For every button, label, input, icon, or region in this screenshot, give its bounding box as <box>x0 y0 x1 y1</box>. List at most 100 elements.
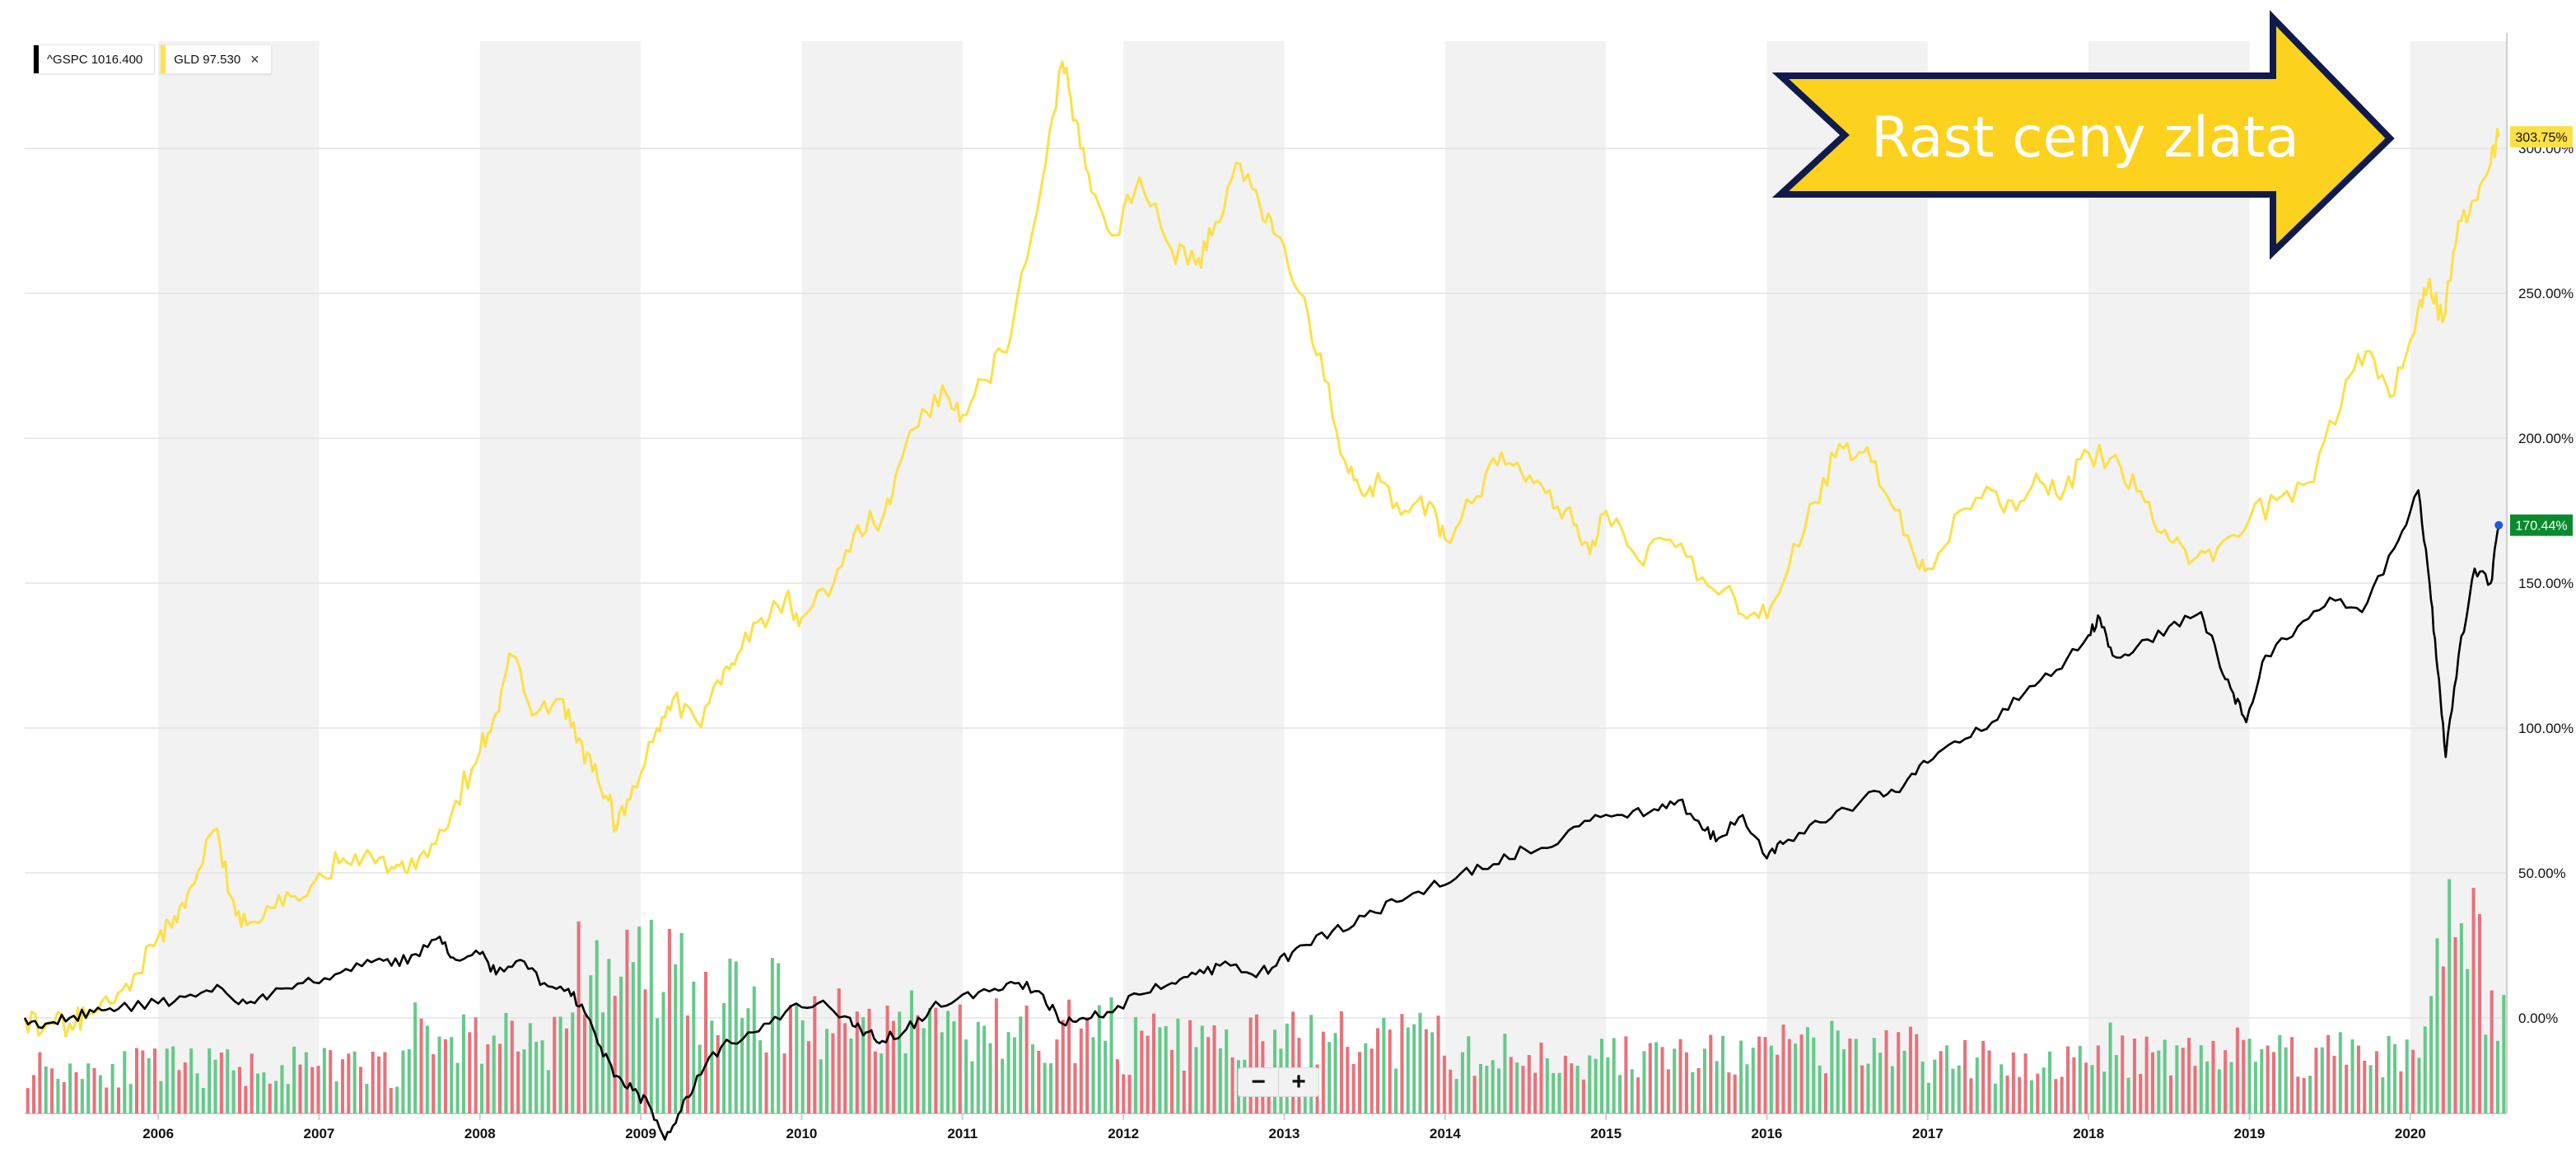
volume-bar <box>1860 1065 1864 1113</box>
volume-bar <box>1975 1057 1979 1113</box>
volume-bar <box>1012 1037 1016 1113</box>
volume-bar <box>2018 1076 2022 1113</box>
volume-bar <box>74 1071 78 1113</box>
year-band <box>1123 41 1285 1113</box>
gspc-swatch <box>34 45 39 73</box>
volume-bar <box>401 1050 405 1113</box>
volume-bar <box>1133 1016 1137 1113</box>
volume-bar <box>1908 1026 1912 1113</box>
volume-bar <box>1370 1048 1374 1113</box>
legend-item-gld[interactable]: GLD 97.530 × <box>160 44 272 74</box>
volume-bar <box>2175 1045 2179 1113</box>
volume-bar <box>1400 1014 1404 1113</box>
volume-bar <box>1006 1032 1010 1113</box>
volume-bar <box>1842 1049 1846 1113</box>
volume-bar <box>461 1014 465 1113</box>
volume-bar <box>425 1025 429 1113</box>
volume-bar <box>1472 1076 1477 1113</box>
close-icon[interactable]: × <box>250 50 259 68</box>
volume-bar <box>2308 1076 2312 1113</box>
volume-bar <box>728 958 732 1113</box>
gld-swatch <box>161 45 166 73</box>
volume-bar <box>2332 1055 2336 1113</box>
volume-bar <box>183 1062 187 1113</box>
volume-bar <box>994 998 998 1113</box>
volume-bar <box>2502 995 2506 1113</box>
volume-bar <box>2471 888 2476 1113</box>
volume-bar <box>1691 1071 1695 1113</box>
volume-bar <box>2217 1069 2221 1113</box>
volume-bar <box>631 962 635 1113</box>
volume-bar <box>1684 1052 1688 1113</box>
volume-bar <box>32 1075 36 1113</box>
volume-bar <box>2084 1062 2088 1113</box>
volume-bar <box>1709 1034 1713 1113</box>
volume-bar <box>1963 1040 1967 1113</box>
year-band <box>158 41 320 1113</box>
zoom-in-button[interactable]: + <box>1278 1068 1318 1096</box>
gld-last-value-badge: 303.75% <box>2510 126 2573 148</box>
volume-bar <box>982 1025 987 1113</box>
volume-bar <box>1805 1027 1809 1113</box>
volume-bar <box>2399 1071 2403 1113</box>
volume-bar <box>98 1075 102 1113</box>
volume-bar <box>286 1084 290 1113</box>
volume-bar <box>540 1040 544 1113</box>
volume-bar <box>2271 1052 2275 1113</box>
volume-bar <box>740 1018 744 1113</box>
volume-bar <box>1424 1029 1428 1113</box>
volume-bar <box>770 958 774 1113</box>
volume-bar <box>2242 1039 2246 1113</box>
volume-bar <box>250 1053 254 1113</box>
volume-bar <box>674 964 678 1113</box>
volume-bar <box>2260 1048 2264 1113</box>
volume-bar <box>1757 1036 1762 1113</box>
volume-bar <box>1200 1025 1204 1113</box>
volume-bar <box>2266 1045 2270 1113</box>
volume-bar <box>128 1084 133 1113</box>
volume-bar <box>443 1039 447 1113</box>
volume-bar <box>946 1011 950 1113</box>
volume-bar <box>134 1048 139 1113</box>
volume-bar <box>498 1043 502 1113</box>
volume-bar <box>1673 1048 1677 1113</box>
legend-item-gspc[interactable]: ^GSPC 1016.400 <box>33 44 156 74</box>
volume-bar <box>716 1034 720 1113</box>
volume-bar <box>1642 1051 1646 1113</box>
zoom-out-button[interactable]: − <box>1251 1068 1266 1095</box>
volume-bar <box>1346 1047 1350 1113</box>
volume-bar <box>849 1039 853 1113</box>
volume-bar <box>2157 1050 2161 1113</box>
year-band <box>801 41 963 1113</box>
volume-bar <box>1140 1030 1144 1113</box>
volume-bar <box>891 1020 895 1113</box>
volume-bar <box>1915 1034 1919 1113</box>
x-tick-label: 2017 <box>1912 1126 1944 1141</box>
volume-bar <box>964 1039 968 1113</box>
volume-bar <box>2495 1040 2499 1113</box>
volume-bar <box>855 1011 859 1113</box>
volume-bar <box>2090 1065 2094 1113</box>
volume-bar <box>80 1079 84 1113</box>
volume-bar <box>2423 1026 2427 1113</box>
volume-bar <box>2066 1046 2070 1113</box>
volume-bar <box>213 1059 217 1113</box>
x-tick-label: 2018 <box>2073 1126 2104 1141</box>
gspc-end-marker <box>2494 520 2504 530</box>
volume-bar <box>1170 1049 1174 1113</box>
volume-bar <box>1357 1052 1361 1113</box>
volume-bar <box>698 1044 702 1113</box>
volume-bar <box>1702 1048 1706 1113</box>
volume-bar <box>1727 1072 1731 1113</box>
year-band <box>1444 41 1607 1113</box>
volume-bar <box>1557 1072 1561 1113</box>
volume-bar <box>1024 1005 1029 1113</box>
volume-bar <box>437 1036 441 1113</box>
volume-bar <box>1854 1039 1858 1113</box>
volume-bar <box>1533 1072 1538 1113</box>
volume-bar <box>1951 1068 1955 1113</box>
volume-bar <box>1878 1053 1883 1113</box>
volume-bar <box>927 1007 932 1113</box>
volume-bar <box>1478 1064 1482 1113</box>
